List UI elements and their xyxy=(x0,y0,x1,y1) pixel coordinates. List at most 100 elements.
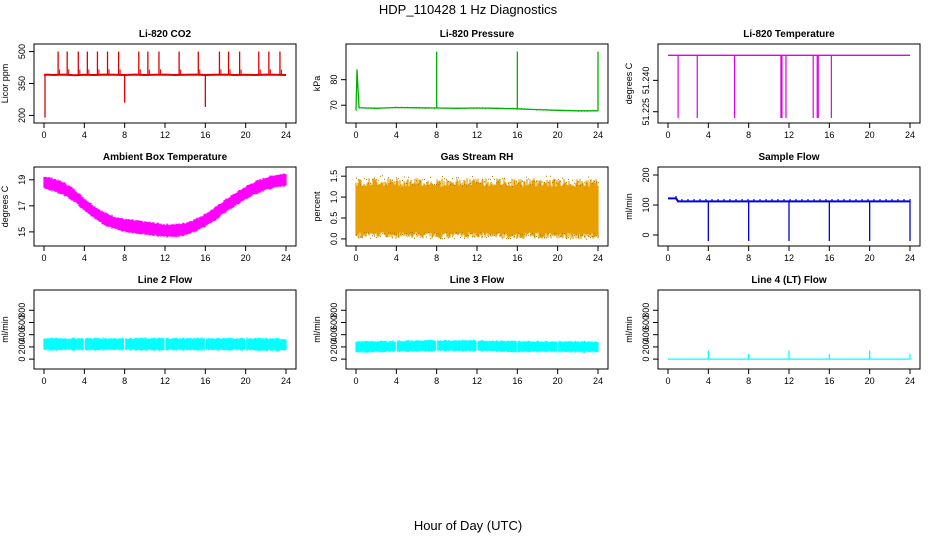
x-tick-label: 12 xyxy=(784,130,794,140)
x-tick-label: 0 xyxy=(41,253,46,263)
x-tick-label: 24 xyxy=(281,253,291,263)
x-tick-label: 24 xyxy=(905,130,915,140)
panel-2: Li-820 Pressure kPa 0 4 8 12 16 20 24 70 80 xyxy=(312,29,609,140)
y-tick-label: 800 xyxy=(641,303,651,318)
panel-9: Line 4 (LT) Flow ml/min 0 4 8 12 16 20 24 0 200400… xyxy=(624,275,921,386)
x-tick-label: 0 xyxy=(41,130,46,140)
y-tick-label: 51.225 xyxy=(641,98,651,126)
y-tick-label: 80 xyxy=(329,75,339,85)
x-tick-label: 4 xyxy=(82,130,87,140)
y-tick-label: 1.5 xyxy=(329,170,339,183)
x-tick-label: 20 xyxy=(241,130,251,140)
y-axis-label: ml/min xyxy=(624,193,634,220)
y-tick-label: 100 xyxy=(641,197,651,212)
y-tick-label: 350 xyxy=(17,76,27,91)
y-axis-label: degrees C xyxy=(624,62,634,104)
x-tick-label: 20 xyxy=(865,376,875,386)
y-tick-label: 0.0 xyxy=(329,233,339,246)
x-tick-label: 16 xyxy=(200,253,210,263)
x-tick-label: 24 xyxy=(905,376,915,386)
panel-1: Li-820 CO2 Licor ppm 0 4 8 12 16 20 24 200 350 500 xyxy=(0,29,297,140)
y-tick-label: 0 xyxy=(641,357,651,362)
y-axis-label: kPa xyxy=(312,76,322,92)
y-axis-label: ml/min xyxy=(624,316,634,343)
y-tick-label: 0.5 xyxy=(329,212,339,225)
x-tick-label: 16 xyxy=(824,376,834,386)
x-tick-label: 20 xyxy=(865,130,875,140)
y-tick-label: 0 xyxy=(17,357,27,362)
x-tick-label: 12 xyxy=(160,130,170,140)
x-tick-label: 16 xyxy=(200,376,210,386)
x-tick-label: 20 xyxy=(241,376,251,386)
panel-5: Gas Stream RH percent 0 4 8 12 16 20 24 0.0 0.5 1.0… xyxy=(312,152,609,263)
x-tick-label: 24 xyxy=(281,376,291,386)
y-tick-label: 17 xyxy=(17,201,27,211)
x-tick-label: 8 xyxy=(122,376,127,386)
y-tick-label: 600 xyxy=(641,315,651,330)
y-tick-label: 400 xyxy=(329,327,339,342)
x-tick-label: 8 xyxy=(746,253,751,263)
x-tick-label: 8 xyxy=(434,130,439,140)
x-tick-label: 0 xyxy=(353,130,358,140)
series-band xyxy=(43,173,287,238)
x-tick-label: 8 xyxy=(122,130,127,140)
x-axis-caption: Hour of Day (UTC) xyxy=(413,518,523,533)
x-tick-label: 8 xyxy=(122,253,127,263)
y-tick-label: 200 xyxy=(329,339,339,354)
series-group xyxy=(668,196,911,241)
x-tick-label: 0 xyxy=(665,376,670,386)
series-points xyxy=(356,175,599,240)
x-tick-label: 8 xyxy=(746,376,751,386)
x-tick-label: 20 xyxy=(865,253,875,263)
x-tick-label: 4 xyxy=(706,376,711,386)
series-group xyxy=(355,51,599,112)
series-group xyxy=(43,295,287,364)
x-tick-label: 12 xyxy=(784,376,794,386)
x-tick-label: 4 xyxy=(706,253,711,263)
plot-frame xyxy=(33,43,297,124)
y-tick-label: 51.240 xyxy=(641,67,651,95)
y-tick-label: 0 xyxy=(329,357,339,362)
panel-title: Line 4 (LT) Flow xyxy=(751,275,827,286)
series-group xyxy=(668,54,910,118)
series-band xyxy=(355,178,599,240)
x-tick-label: 4 xyxy=(82,376,87,386)
y-tick-label: 1.0 xyxy=(329,191,339,204)
panel-3: Li-820 Temperature degrees C 0 4 8 12 16 20 24 51… xyxy=(624,29,921,140)
x-tick-label: 4 xyxy=(82,253,87,263)
x-tick-label: 24 xyxy=(281,130,291,140)
panel-title: Li-820 Pressure xyxy=(440,29,515,40)
series-line xyxy=(43,73,287,77)
panel-title: Ambient Box Temperature xyxy=(103,152,228,163)
series-group xyxy=(43,51,287,118)
x-tick-label: 20 xyxy=(553,130,563,140)
panel-title: Gas Stream RH xyxy=(441,152,514,163)
figure-title: HDP_110428 1 Hz Diagnostics xyxy=(378,2,558,17)
x-tick-label: 0 xyxy=(665,130,670,140)
x-tick-label: 4 xyxy=(394,376,399,386)
panel-title: Sample Flow xyxy=(758,152,819,163)
y-tick-label: 400 xyxy=(17,327,27,342)
x-tick-label: 16 xyxy=(512,130,522,140)
x-tick-label: 20 xyxy=(553,253,563,263)
panel-7: Line 2 Flow ml/min 0 4 8 12 16 20 24 0 20040060080… xyxy=(0,275,297,386)
y-tick-label: 200 xyxy=(641,167,651,182)
series-group xyxy=(355,175,599,240)
y-tick-label: 15 xyxy=(17,227,27,237)
y-tick-label: 600 xyxy=(17,315,27,330)
y-tick-label: 500 xyxy=(17,44,27,59)
x-tick-label: 12 xyxy=(472,130,482,140)
y-axis-label: percent xyxy=(312,191,322,222)
series-group xyxy=(668,350,911,360)
series-points xyxy=(675,196,911,202)
x-tick-label: 0 xyxy=(353,376,358,386)
panel-title: Line 2 Flow xyxy=(138,275,193,286)
x-tick-label: 4 xyxy=(394,130,399,140)
x-tick-label: 24 xyxy=(593,376,603,386)
x-tick-label: 20 xyxy=(241,253,251,263)
x-tick-label: 24 xyxy=(593,253,603,263)
x-tick-label: 20 xyxy=(553,376,563,386)
x-tick-label: 16 xyxy=(512,376,522,386)
x-tick-label: 12 xyxy=(160,253,170,263)
